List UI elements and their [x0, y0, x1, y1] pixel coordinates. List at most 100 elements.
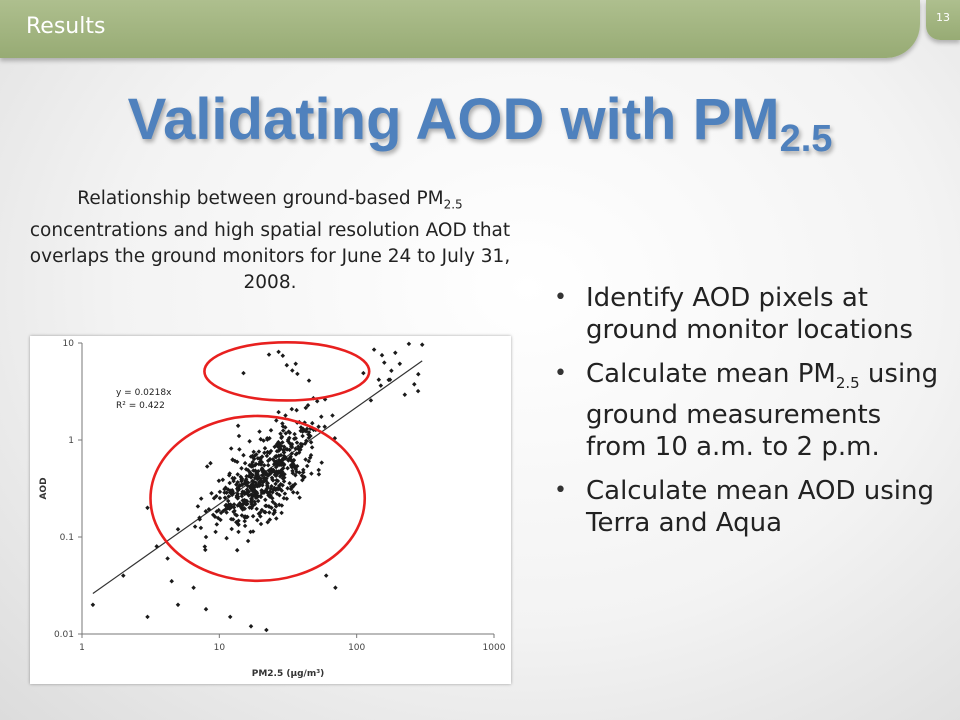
scatter-point: [263, 497, 268, 503]
scatter-point: [330, 413, 335, 418]
scatter-point: [245, 538, 251, 544]
scatter-point: [252, 501, 258, 507]
scatter-point: [319, 414, 324, 419]
scatter-point: [175, 602, 181, 608]
scatter-point: [264, 471, 270, 477]
scatter-point: [257, 429, 262, 434]
scatter-point: [237, 447, 242, 452]
scatter-point: [245, 491, 250, 496]
scatter-point: [216, 478, 222, 484]
scatter-point: [290, 484, 296, 489]
scatter-point: [293, 472, 298, 478]
y-tick-label: 10: [63, 339, 75, 349]
scatter-point: [285, 465, 290, 471]
scatter-point: [206, 507, 212, 512]
scatter-point: [412, 382, 417, 387]
highlight-circle: [149, 414, 367, 583]
scatter-point: [294, 440, 300, 445]
scatter-point: [300, 433, 305, 439]
scatter-point: [289, 444, 294, 449]
scatter-point: [333, 585, 338, 590]
scatter-point: [296, 444, 301, 449]
scatter-point: [250, 513, 256, 519]
scatter-point: [397, 361, 403, 367]
scatter-point: [217, 495, 223, 501]
x-tick-label: 1: [79, 643, 85, 653]
scatter-point: [203, 547, 208, 553]
scatter-point: [297, 470, 302, 475]
scatter-point: [294, 407, 299, 413]
scatter-point: [227, 614, 233, 620]
scatter-point: [203, 534, 209, 540]
scatter-point: [272, 508, 277, 513]
scatter-point: [301, 467, 306, 473]
scatter-point: [213, 529, 218, 535]
scatter-point: [314, 398, 320, 404]
slide-title-subscript: 2.5: [779, 118, 833, 160]
scatter-point: [316, 472, 322, 477]
scatter-point: [289, 406, 295, 412]
scatter-point: [273, 504, 279, 509]
scatter-point: [222, 486, 227, 492]
y-axis-label: AOD: [39, 477, 49, 499]
scatter-point: [287, 456, 292, 461]
scatter-point: [268, 428, 274, 433]
scatter-point: [235, 480, 240, 485]
scatter-point: [406, 341, 412, 347]
scatter-point: [273, 473, 279, 479]
scatter-point: [239, 482, 245, 488]
scatter-chart: 1 10 100 1000 0.01 0.1 1 10 PM2.5 (μg/m³) AOD y =…: [39, 339, 506, 679]
scatter-point: [247, 439, 252, 444]
page-number: 13: [936, 11, 950, 24]
scatter-chart-frame: 1 10 100 1000 0.01 0.1 1 10 PM2.5 (μg/m³) AOD y =…: [30, 336, 511, 684]
bullet-item: Identify AOD pixels at ground monitor lo…: [552, 282, 947, 346]
scatter-point: [264, 453, 270, 459]
scatter-point: [251, 483, 256, 488]
slide-title: Validating AOD with PM2.5: [0, 86, 960, 161]
section-header-tab: Results: [0, 0, 920, 58]
scatter-point: [280, 456, 286, 461]
scatter-point: [254, 491, 260, 496]
scatter-point: [293, 361, 298, 367]
scatter-point: [220, 477, 226, 483]
scatter-point: [259, 467, 264, 473]
scatter-point: [264, 476, 269, 481]
scatter-point: [306, 378, 312, 383]
scatter-point: [248, 471, 253, 476]
scatter-point: [292, 431, 297, 437]
scatter-point: [217, 489, 223, 495]
bullet-text: Calculate mean PM: [586, 359, 836, 389]
scatter-point: [274, 516, 279, 521]
scatter-point: [204, 464, 210, 469]
scatter-point: [361, 370, 366, 376]
bullet-text: Identify AOD pixels at ground monitor lo…: [586, 283, 913, 345]
scatter-point: [290, 470, 296, 476]
caption-subscript: 2.5: [443, 197, 463, 212]
scatter-point: [247, 505, 252, 510]
scatter-point: [242, 518, 247, 524]
scatter-point: [276, 349, 281, 355]
scatter-point: [265, 462, 271, 468]
scatter-point: [256, 449, 262, 454]
scatter-point: [245, 467, 251, 473]
scatter-point: [255, 517, 260, 523]
scatter-point: [416, 371, 421, 377]
scatter-point: [393, 350, 398, 356]
annotation-line: R² = 0.422: [116, 401, 165, 411]
x-axis-label: PM2.5 (μg/m³): [252, 669, 325, 679]
scatter-point: [309, 445, 315, 450]
scatter-point: [273, 464, 279, 470]
scatter-point: [379, 352, 385, 358]
scatter-point: [254, 506, 259, 512]
scatter-point: [319, 460, 324, 465]
slide-title-main: Validating AOD with PM: [127, 87, 780, 152]
scatter-point: [295, 371, 300, 377]
scatter-point: [235, 472, 240, 477]
bullet-text: Calculate mean AOD using Terra and Aqua: [586, 476, 935, 539]
scatter-point: [276, 409, 281, 415]
scatter-point: [145, 505, 150, 511]
scatter-point: [265, 519, 270, 525]
scatter-point: [251, 449, 256, 455]
scatter-point: [224, 535, 229, 541]
scatter-point: [323, 573, 329, 578]
